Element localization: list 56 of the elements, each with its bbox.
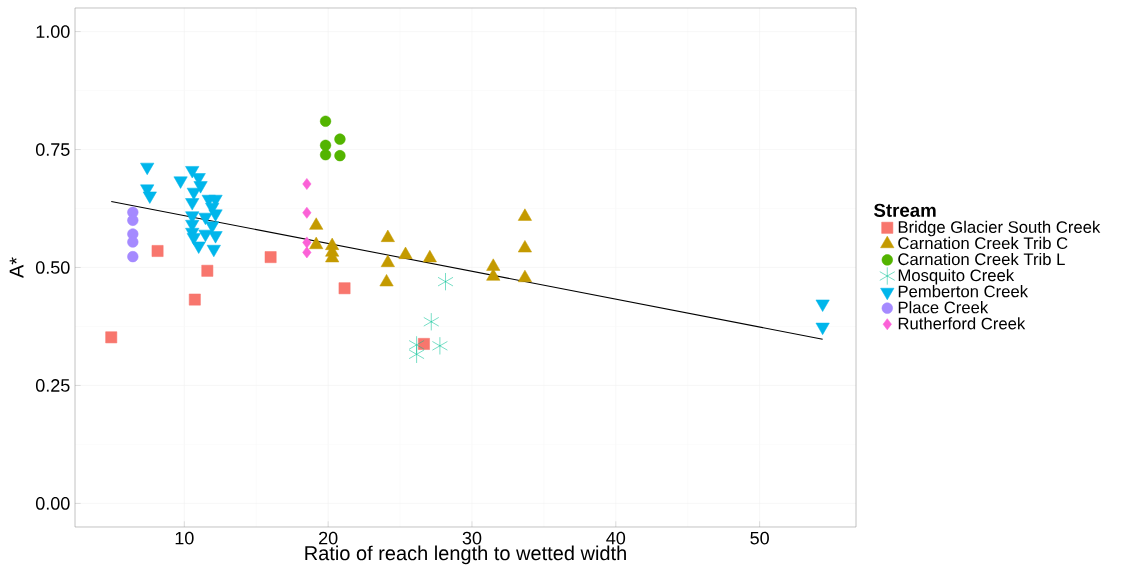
y-tick-label: 0.50 — [35, 261, 70, 274]
point — [185, 166, 200, 179]
point — [302, 246, 312, 259]
legend-label: Carnation Creek Trib C — [898, 236, 1068, 250]
y-tick-label: 0.75 — [35, 143, 70, 156]
point — [338, 282, 351, 295]
point — [319, 149, 332, 161]
point — [408, 345, 425, 364]
point — [127, 251, 139, 263]
legend-label: Mosquito Creek — [898, 268, 1015, 285]
point — [105, 331, 118, 344]
x-axis-title: Ratio of reach length to wetted width — [305, 545, 626, 565]
point — [208, 231, 223, 244]
point — [191, 241, 206, 254]
point — [319, 139, 332, 151]
y-tick-label: 0.00 — [35, 497, 70, 510]
point — [140, 162, 155, 175]
point — [432, 336, 448, 355]
point — [193, 181, 208, 194]
point — [302, 206, 312, 219]
point — [188, 293, 201, 306]
legend-label: Pemberton Creek — [898, 285, 1029, 298]
x-tick-label: 40 — [606, 531, 626, 545]
point — [206, 244, 221, 258]
legend-title: Stream — [873, 203, 936, 217]
point — [198, 229, 213, 242]
point — [437, 272, 454, 291]
y-axis-title: A* — [9, 257, 24, 279]
point — [302, 178, 312, 190]
point — [208, 209, 223, 222]
x-tick-label: 30 — [462, 531, 482, 545]
point — [319, 115, 332, 127]
point — [264, 251, 277, 263]
point — [815, 322, 830, 335]
legend-label: Place Creek — [898, 301, 989, 314]
point — [151, 245, 164, 257]
point — [334, 150, 346, 162]
point — [185, 198, 200, 211]
point — [815, 299, 830, 312]
point — [201, 264, 214, 277]
point — [142, 191, 157, 204]
legend-label: Carnation Creek Trib L — [898, 252, 1065, 266]
point — [334, 133, 346, 145]
y-tick-label: 1.00 — [36, 25, 70, 38]
point — [173, 176, 188, 189]
x-tick-label: 20 — [319, 531, 338, 545]
x-tick-label: 50 — [750, 531, 769, 545]
legend-label: Bridge Glacier South Creek — [898, 220, 1101, 237]
point — [198, 212, 213, 226]
x-tick-label: 10 — [175, 531, 194, 545]
point — [423, 312, 440, 331]
y-tick-label: 0.25 — [35, 379, 70, 392]
legend-label: Rutherford Creek — [898, 317, 1026, 330]
point — [205, 221, 220, 234]
point — [302, 236, 312, 249]
point — [186, 187, 201, 201]
